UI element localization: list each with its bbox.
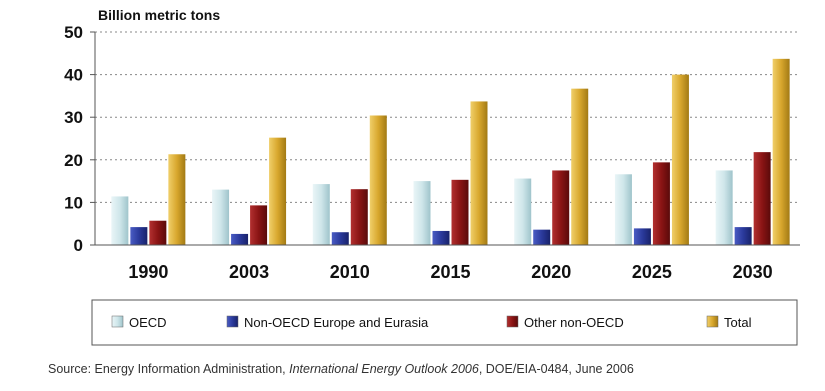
bar-2020-series-1 [533,229,551,245]
source-prefix: Source: Energy Information Administratio… [48,362,290,376]
bar-2030-series-2 [753,152,771,245]
source-title: International Energy Outlook 2006 [289,362,479,376]
y-tick-label: 0 [74,236,83,255]
y-tick-label: 20 [64,151,83,170]
x-tick-label: 2025 [632,262,672,282]
legend-label: Total [724,315,752,330]
bar-2010-series-2 [350,189,368,245]
bar-2020-series-2 [552,170,570,245]
x-axis-labels: 1990 2003 2010 2015 2020 2025 2030 [128,262,772,282]
y-axis-ticks: 0 10 20 30 40 50 [64,23,95,255]
bar-2003-series-1 [231,233,249,245]
bar-2025-series-1 [633,228,651,245]
x-tick-label: 2010 [330,262,370,282]
bar-2015-series-2 [451,179,469,245]
bars [111,58,790,246]
y-tick-label: 10 [64,193,83,212]
bar-2010-series-1 [331,232,349,245]
bar-2030-series-1 [734,227,752,245]
legend-box [91,299,798,346]
bar-2010-series-3 [369,115,387,245]
legend-swatch [706,315,719,328]
gridlines [95,31,800,203]
legend-label: Non-OECD Europe and Eurasia [244,315,429,330]
bar-2003-series-3 [269,137,287,245]
unit-label: Billion metric tons [98,7,220,23]
bar-2015-series-3 [470,101,488,245]
bar-2025-series-0 [614,174,632,245]
y-tick-label: 30 [64,108,83,127]
bar-2020-series-3 [571,88,589,246]
bar-2015-series-0 [413,181,431,245]
bar-2010-series-0 [312,184,330,245]
x-tick-label: 2020 [531,262,571,282]
x-tick-label: 1990 [128,262,168,282]
source-suffix: , DOE/EIA-0484, June 2006 [478,362,634,376]
bar-2025-series-3 [671,74,689,245]
legend: OECD Non-OECD Europe and Eurasia Other non… [111,315,752,330]
legend-swatch [111,315,124,328]
bar-2025-series-2 [652,162,670,245]
bar-2015-series-1 [432,230,450,245]
x-tick-label: 2015 [430,262,470,282]
source-note: Source: Energy Information Administratio… [48,362,634,376]
x-tick-label: 2003 [229,262,269,282]
legend-swatch [506,315,519,328]
legend-swatch [226,315,239,328]
bar-2003-series-0 [212,189,230,245]
bar-2030-series-3 [772,58,790,246]
y-tick-label: 50 [64,23,83,42]
bar-1990-series-3 [168,154,186,245]
legend-label: Other non-OECD [524,315,624,330]
y-tick-label: 40 [64,66,83,85]
bar-2030-series-0 [715,170,733,245]
bar-1990-series-0 [111,196,129,245]
bar-2003-series-2 [250,205,268,245]
x-tick-label: 2030 [733,262,773,282]
bar-2020-series-0 [514,178,532,245]
legend-label: OECD [129,315,167,330]
bar-1990-series-2 [149,220,167,245]
bar-1990-series-1 [130,227,148,245]
